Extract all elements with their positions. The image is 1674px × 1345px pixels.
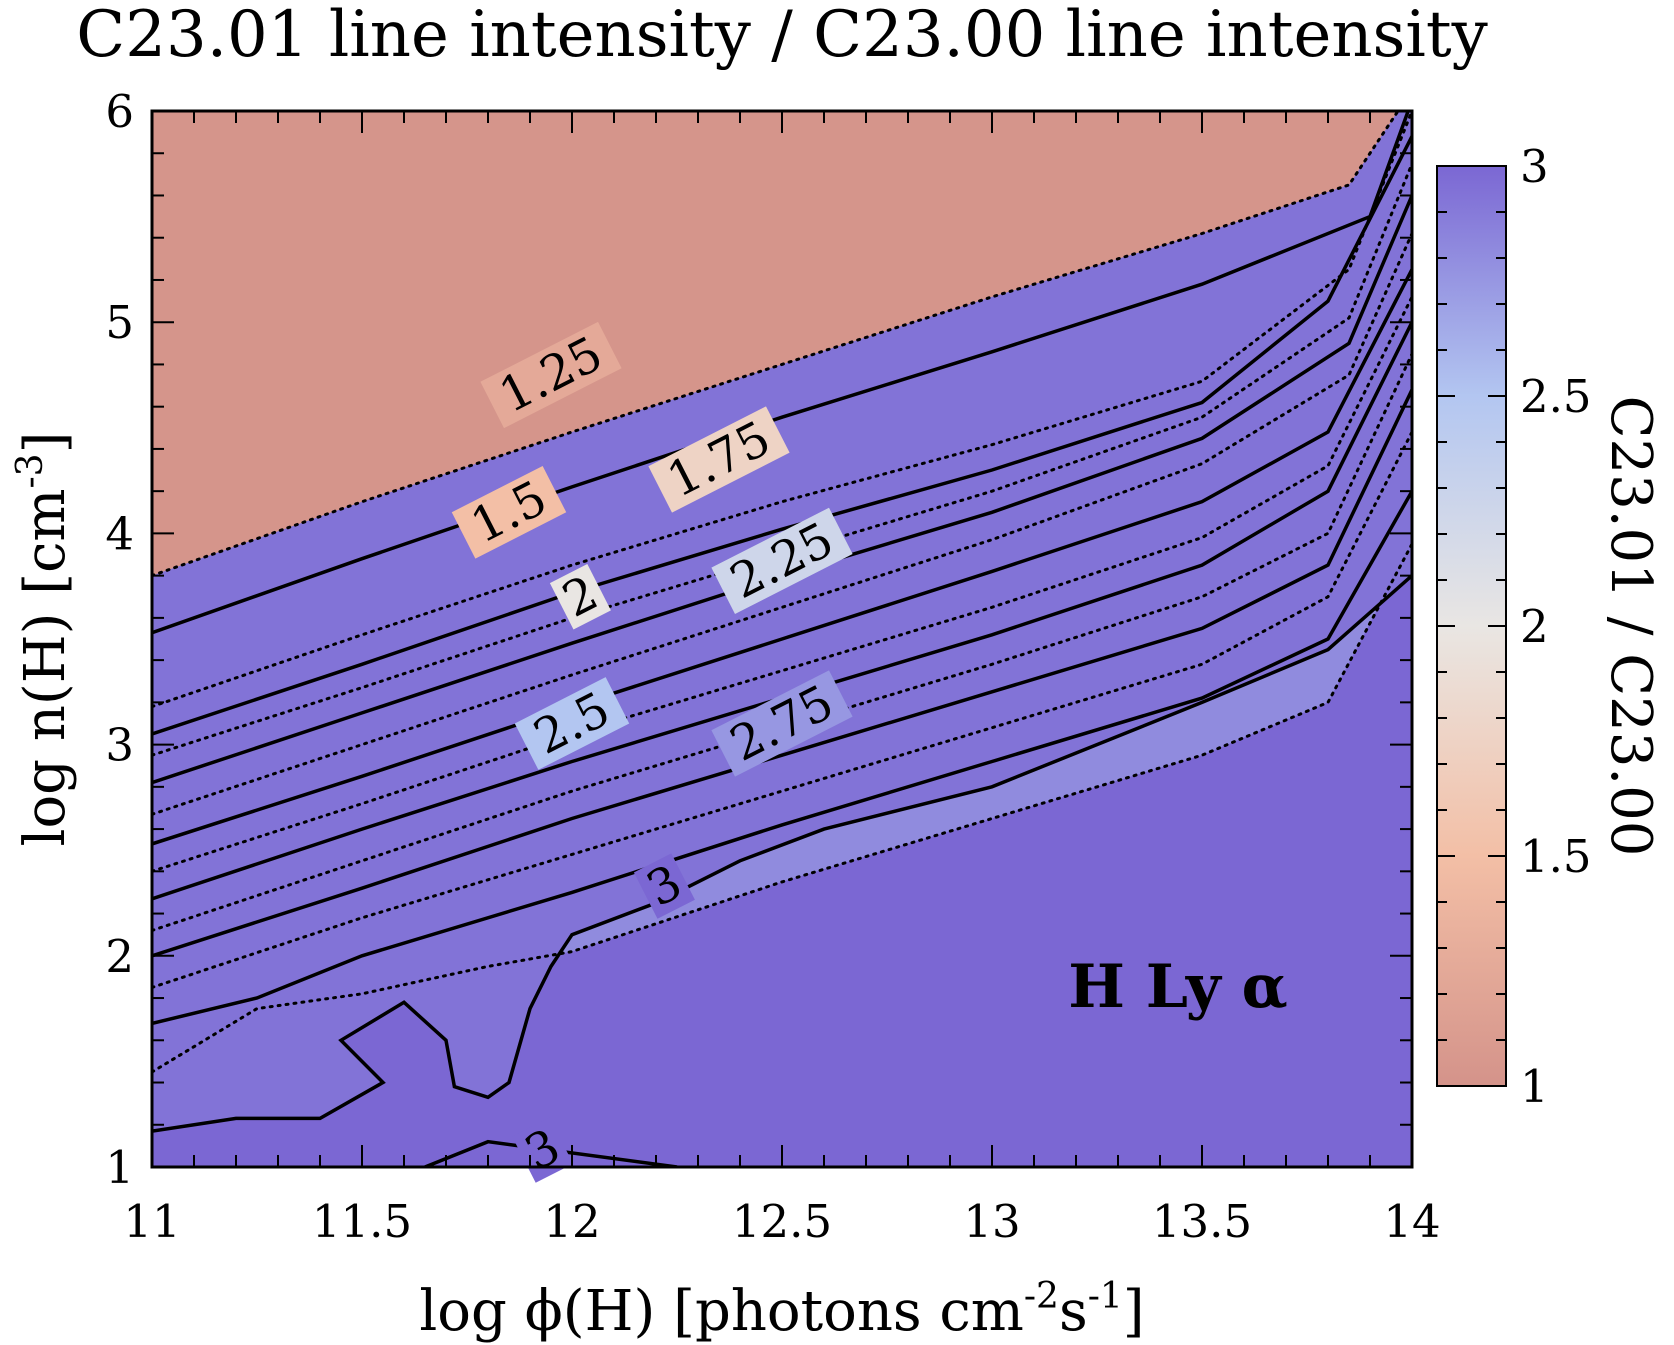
y-tick-labels: 1 2 3 4 5 6 xyxy=(105,85,134,1194)
contour-line-1.375 xyxy=(152,111,1412,709)
x-tick-label: 11 xyxy=(123,1195,180,1248)
contour-label-bg xyxy=(711,507,853,614)
contour-label-bg xyxy=(648,406,790,513)
heatmap-fill xyxy=(152,111,1412,1167)
contour-line-2.625 xyxy=(152,430,1412,989)
contour-line-1.125 xyxy=(152,111,1400,578)
contour-line-2.125 xyxy=(152,295,1412,873)
colorbar-tick-label: 1.5 xyxy=(1520,830,1592,883)
colorbar-tick-label: 2.5 xyxy=(1520,370,1592,423)
contour-label-bg xyxy=(711,670,853,777)
contour-line-2.875 xyxy=(152,542,1412,1074)
contour-line-1.25 xyxy=(152,111,1411,635)
contour-line-3 xyxy=(152,574,1412,1133)
contour-line-2.375 xyxy=(152,352,1412,932)
contour-line-2 xyxy=(152,268,1412,846)
x-tick-label: 12.5 xyxy=(732,1195,832,1248)
contour-line-1.875 xyxy=(152,232,1412,816)
contour-label-bg xyxy=(514,677,630,770)
contour-line-2.75 xyxy=(152,490,1412,1026)
contour-line-1.625 xyxy=(152,162,1412,757)
contour-label-bg xyxy=(549,564,611,630)
colorbar-label: C23.01 / C23.00 xyxy=(1598,396,1663,857)
colorbar-tick-label: 2 xyxy=(1520,600,1549,653)
x-tick-labels: 11 11.5 12 12.5 13 13.5 14 xyxy=(123,1195,1440,1248)
contour-lines xyxy=(152,111,1412,1167)
y-tick-label: 3 xyxy=(105,719,134,772)
contour-label-bg xyxy=(633,853,695,919)
plot-annotation: H Ly α xyxy=(1068,952,1288,1022)
x-axis-label: log ϕ(H) [photons cm-2s-1] xyxy=(419,1276,1144,1344)
contour-line-1.75 xyxy=(152,194,1412,785)
x-tick-label: 12 xyxy=(543,1195,600,1248)
band-fill-top xyxy=(152,111,1399,576)
colorbar-tick-label: 3 xyxy=(1520,140,1549,193)
axis-ticks xyxy=(151,110,1413,1168)
colorbar-tick-label: 1 xyxy=(1520,1060,1549,1113)
contour-label-bg xyxy=(451,465,567,559)
y-tick-label: 2 xyxy=(105,930,134,983)
contour-label-bg xyxy=(480,321,622,429)
contour-line-2.25 xyxy=(152,321,1412,901)
contour-line-2.5 xyxy=(152,389,1412,958)
x-tick-label: 13.5 xyxy=(1152,1195,1252,1248)
x-tick-label: 14 xyxy=(1383,1195,1440,1248)
y-tick-label: 1 xyxy=(105,1141,134,1194)
y-tick-label: 5 xyxy=(105,296,134,349)
contour-line-1.5 xyxy=(152,135,1412,736)
y-tick-label: 6 xyxy=(105,85,134,138)
y-tick-label: 4 xyxy=(105,507,134,560)
y-axis-label: log n(H) [cm-3] xyxy=(10,432,78,847)
colorbar-ticks: 1 1.5 2 2.5 3 xyxy=(1437,140,1592,1113)
x-tick-label: 13 xyxy=(963,1195,1020,1248)
x-tick-label: 11.5 xyxy=(312,1195,412,1248)
chart-title: C23.01 line intensity / C23.00 line inte… xyxy=(76,0,1487,72)
